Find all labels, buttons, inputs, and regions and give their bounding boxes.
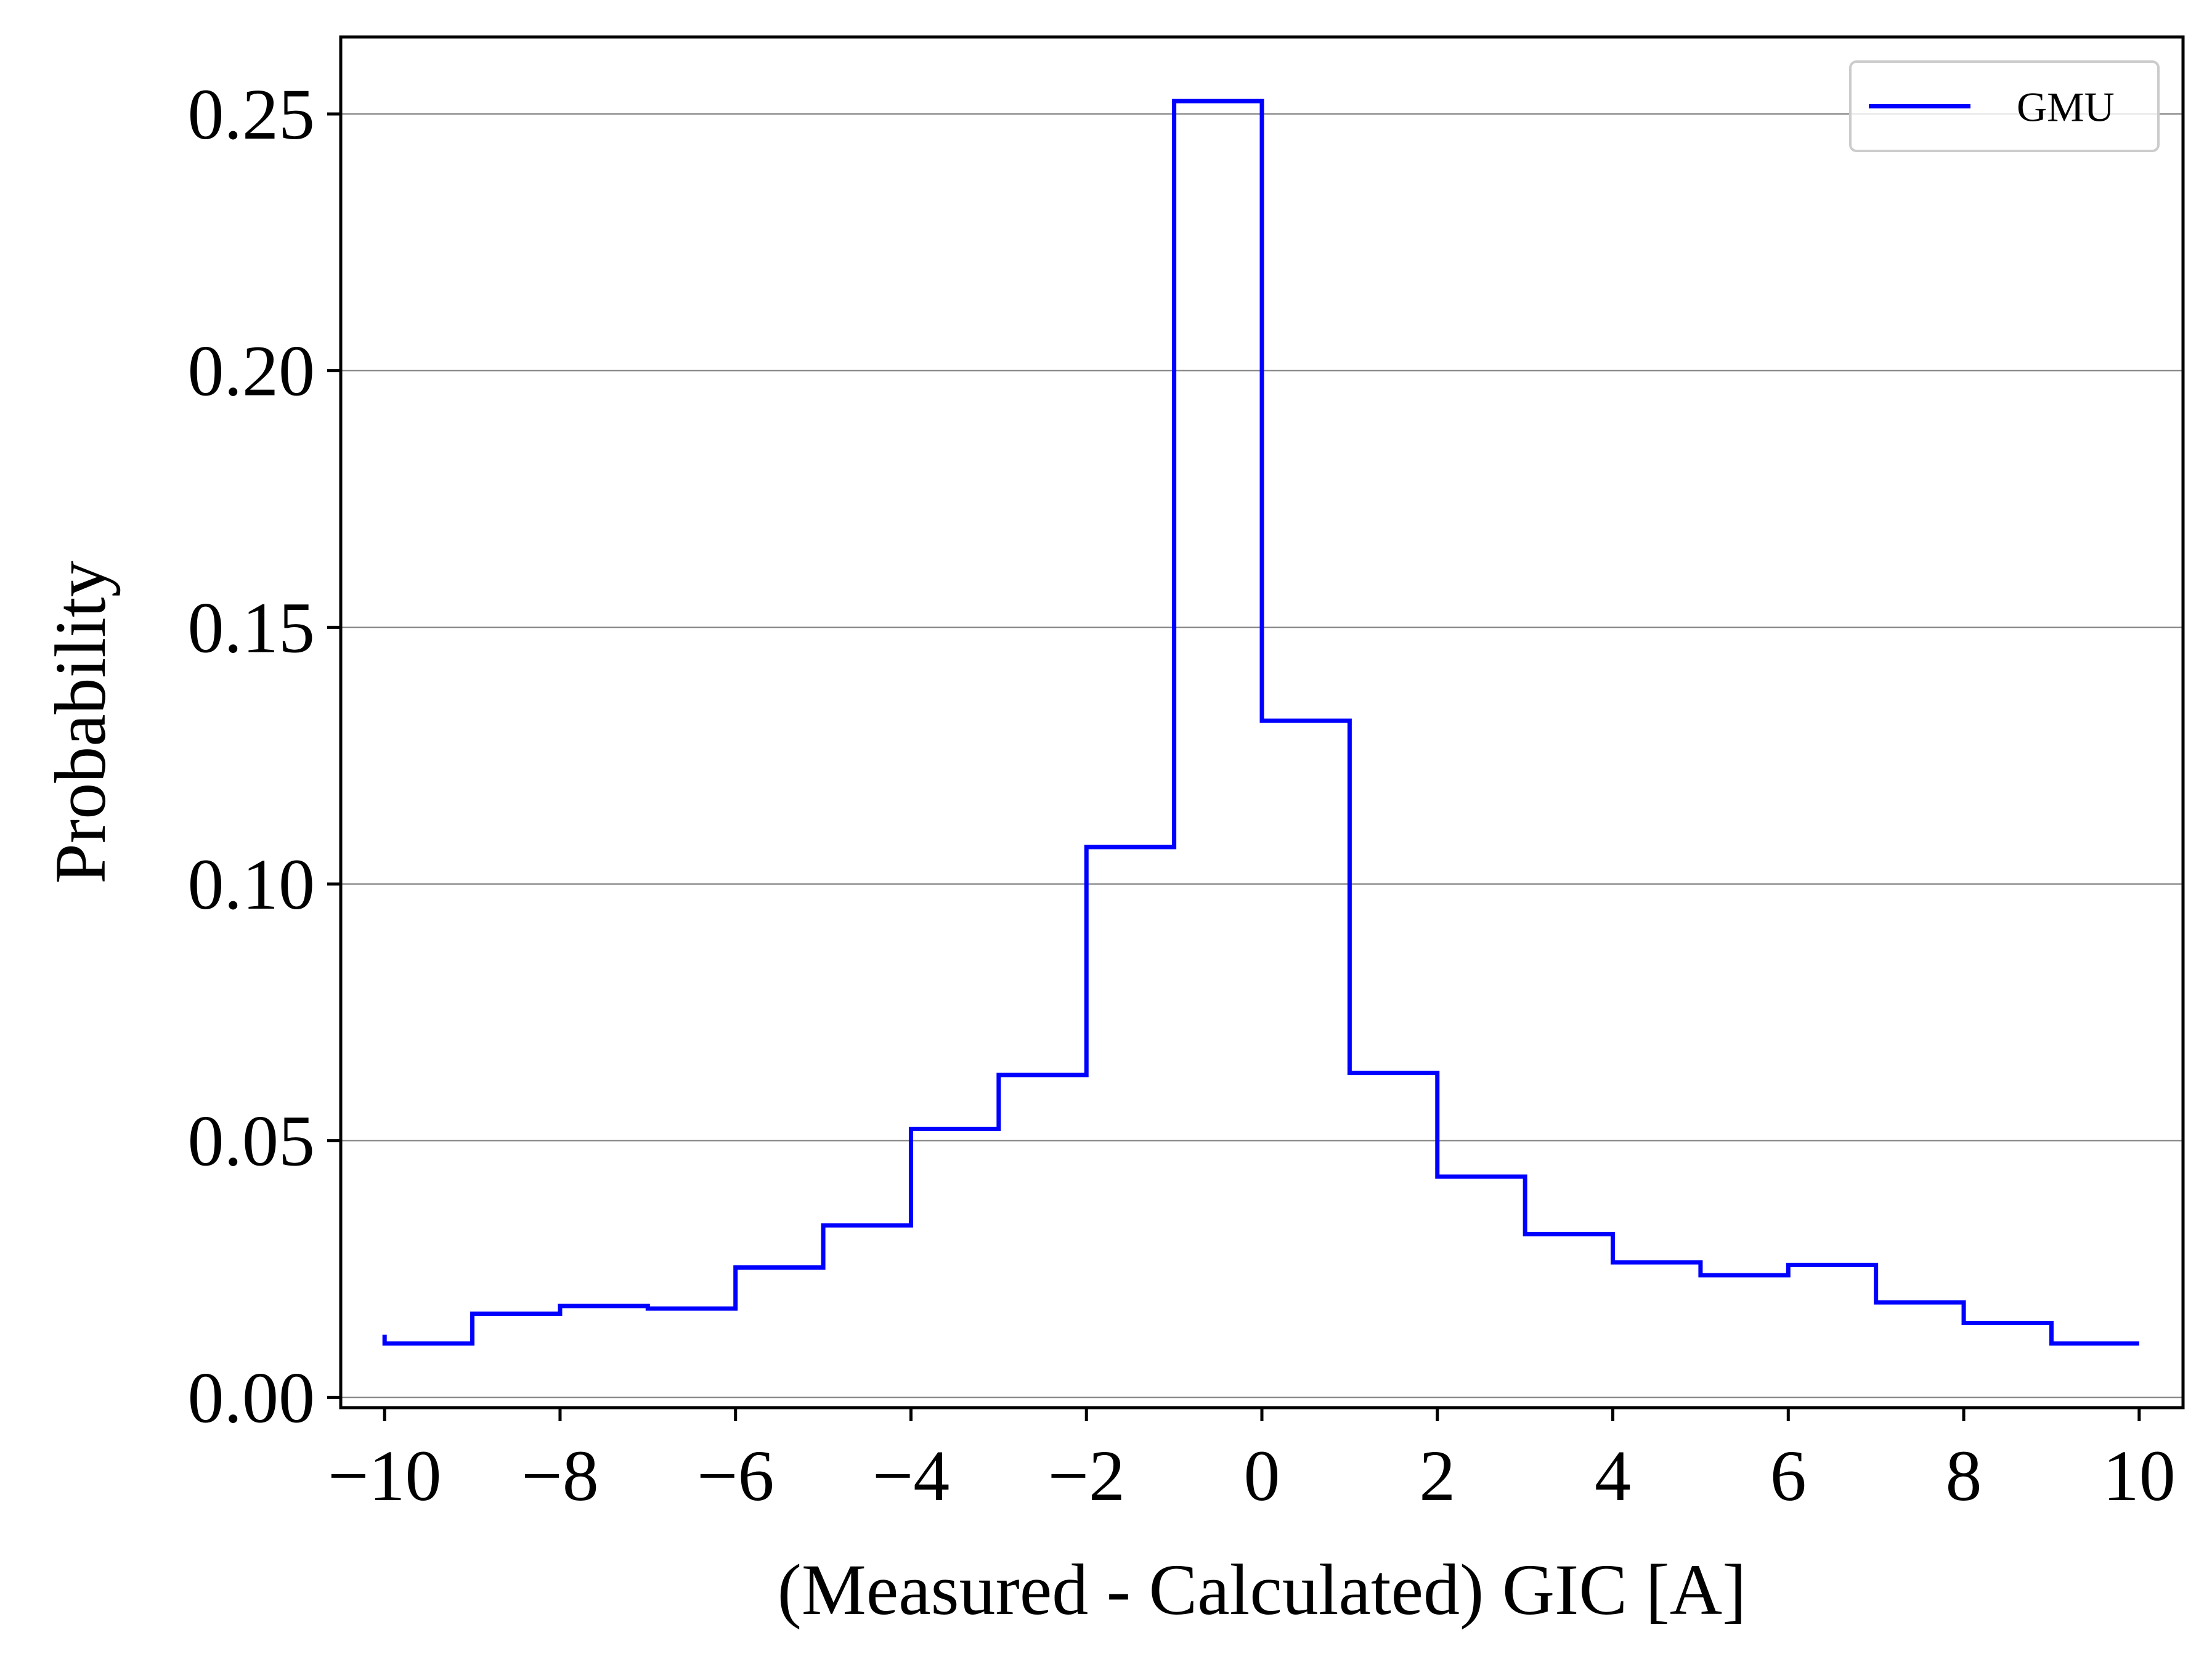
- y-tick-label: 0.25: [188, 74, 315, 155]
- x-tick-label: −6: [697, 1435, 775, 1516]
- y-tick-label: 0.00: [188, 1357, 315, 1438]
- x-tick-label: −8: [521, 1435, 599, 1516]
- x-tick-label: −10: [328, 1435, 442, 1516]
- y-tick-label: 0.20: [188, 331, 315, 412]
- x-tick-label: 4: [1595, 1435, 1631, 1516]
- x-tick-label: 8: [1946, 1435, 1982, 1516]
- x-axis-title: (Measured - Calculated) GIC [A]: [778, 1549, 1747, 1630]
- series-line-gmu: [382, 99, 2139, 1346]
- y-tick-label: 0.05: [188, 1101, 315, 1182]
- data-layer: [382, 99, 2139, 1346]
- x-tick-label: 0: [1244, 1435, 1280, 1516]
- legend-label-gmu: GMU: [2017, 84, 2115, 131]
- y-axis-title: Probability: [40, 561, 121, 883]
- legend-box: [1849, 60, 2160, 152]
- legend: GMU: [1849, 60, 2160, 152]
- x-tick-label: −2: [1047, 1435, 1125, 1516]
- y-tick-label: 0.10: [188, 844, 315, 925]
- y-tick-label: 0.15: [188, 587, 315, 668]
- x-tick-label: 10: [2103, 1435, 2176, 1516]
- x-tick-label: −4: [872, 1435, 950, 1516]
- ticks-layer: 0.00 0.05 0.10 0.15 0.20 0.25 −10 −8 −6 −4 −2 0 2 4 6 8…: [188, 74, 2176, 1516]
- x-tick-label: 2: [1419, 1435, 1455, 1516]
- x-tick-label: 6: [1770, 1435, 1807, 1516]
